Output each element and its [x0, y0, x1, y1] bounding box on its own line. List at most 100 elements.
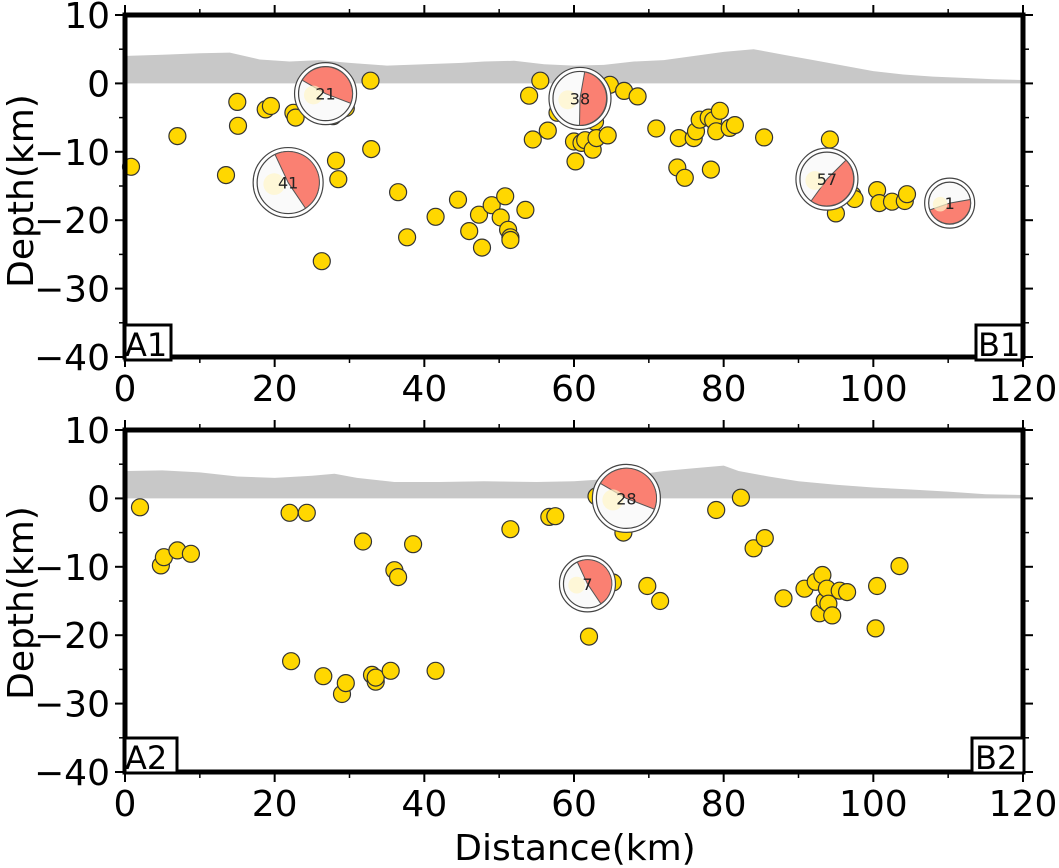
topography-profile [125, 465, 1023, 499]
earthquake-point [398, 228, 417, 247]
x-tick-label: 20 [252, 369, 298, 410]
earthquake-point [707, 500, 726, 520]
corner-label-a2: A2 [125, 739, 167, 777]
earthquake-point [482, 196, 501, 215]
earthquake-point [823, 606, 842, 625]
mechanism-highlight [602, 489, 624, 511]
earthquake-point [650, 591, 670, 611]
earthquake-point [381, 661, 400, 680]
earthquake-point [353, 532, 373, 551]
focal-mechanism: 1 [924, 177, 976, 229]
x-tick-label: 80 [701, 784, 747, 825]
earthquake-point [216, 166, 236, 185]
earthquake-point [519, 86, 539, 105]
earthquake-point [228, 92, 247, 112]
focal-mechanism: 38 [548, 66, 612, 131]
earthquake-point [725, 115, 745, 135]
earthquake-point [566, 152, 585, 171]
earthquake-point [501, 230, 520, 250]
mechanism-compressional-quadrant [301, 66, 353, 104]
x-tick-label: 80 [701, 369, 747, 410]
corner-label-a1: A1 [125, 326, 167, 364]
y-tick-label: 0 [87, 479, 110, 520]
mechanism-label: 38 [570, 89, 590, 108]
bottom-y-axis-label: Depth(km) [1, 506, 42, 700]
focal-mechanism: 28 [591, 463, 661, 533]
focal-mechanism: 57 [795, 147, 859, 211]
earthquake-point [426, 207, 445, 226]
earthquake-point [867, 576, 887, 596]
y-tick-label: −40 [34, 753, 110, 794]
earthquake-point [336, 673, 355, 693]
earthquake-point [496, 187, 515, 206]
mechanism-label: 1 [945, 194, 955, 213]
mechanism-label: 41 [278, 174, 298, 193]
earthquake-point [675, 168, 694, 187]
mechanism-highlight [558, 90, 578, 110]
earthquake-point [326, 151, 346, 170]
mechanism-label: 21 [315, 85, 335, 104]
x-tick-label: 120 [989, 369, 1058, 410]
earthquake-point [523, 130, 542, 149]
corner-label-b1: B1 [978, 326, 1020, 364]
mechanism-highlight [805, 171, 825, 190]
mechanisms-layer: 21 41 38 57 1 [252, 62, 976, 229]
earthquake-point [731, 488, 751, 507]
earthquake-point [820, 130, 840, 149]
corner-label-b1-box: B1 [974, 323, 1024, 364]
earthquake-point [638, 576, 657, 596]
x-tick-label: 0 [114, 369, 137, 410]
corner-label-b2-box: B2 [970, 736, 1026, 777]
x-tick-label: 40 [401, 784, 447, 825]
earthquake-point [362, 140, 381, 159]
earthquake-point [448, 190, 468, 209]
focal-mechanism: 41 [252, 146, 324, 219]
focal-mechanism: 7 [558, 555, 617, 613]
y-tick-label: −20 [34, 201, 110, 242]
earthquake-point [744, 539, 763, 558]
mechanism-highlight [932, 196, 948, 212]
corner-label-b2: B2 [975, 739, 1017, 777]
earthquake-point [579, 627, 599, 646]
earthquake-point [366, 668, 385, 687]
top-y-axis-label: Depth(km) [1, 94, 42, 288]
earthquake-point [469, 205, 489, 224]
x-tick-label: 40 [401, 369, 447, 410]
earthquake-point [280, 503, 299, 522]
events-layer [130, 487, 909, 704]
y-tick-label: −30 [34, 270, 110, 311]
x-tick-label: 100 [839, 369, 908, 410]
earthquake-point [389, 567, 408, 587]
earthquake-point [472, 238, 492, 257]
y-tick-label: −10 [34, 548, 110, 589]
earthquake-point [866, 619, 885, 638]
earthquake-point [261, 96, 280, 116]
earthquake-point [516, 200, 535, 219]
earthquake-point [282, 652, 301, 671]
mechanism-compressional-quadrant [599, 467, 657, 510]
y-tick-label: −30 [34, 685, 110, 726]
earthquake-point [228, 116, 248, 135]
earthquake-point [312, 252, 331, 271]
earthquake-point [426, 661, 445, 680]
earthquake-point [329, 170, 348, 189]
x-tick-label: 100 [839, 784, 908, 825]
mechanisms-layer: 28 7 [558, 463, 661, 613]
y-tick-label: −40 [34, 338, 110, 379]
earthquake-point [404, 535, 423, 554]
mechanism-highlight [568, 576, 586, 594]
earthquake-point [897, 185, 917, 204]
mechanism-label: 7 [582, 575, 592, 594]
y-tick-label: 10 [64, 411, 110, 452]
topography-layer [125, 465, 1023, 499]
mechanism-label: 28 [616, 489, 636, 508]
mechanism-compressional-quadrant [576, 559, 613, 605]
earthquake-point [361, 71, 380, 90]
y-tick-label: −20 [34, 616, 110, 657]
earthquake-point [286, 108, 305, 127]
mechanism-compressional-quadrant [810, 159, 855, 207]
earthquake-point [598, 126, 617, 145]
